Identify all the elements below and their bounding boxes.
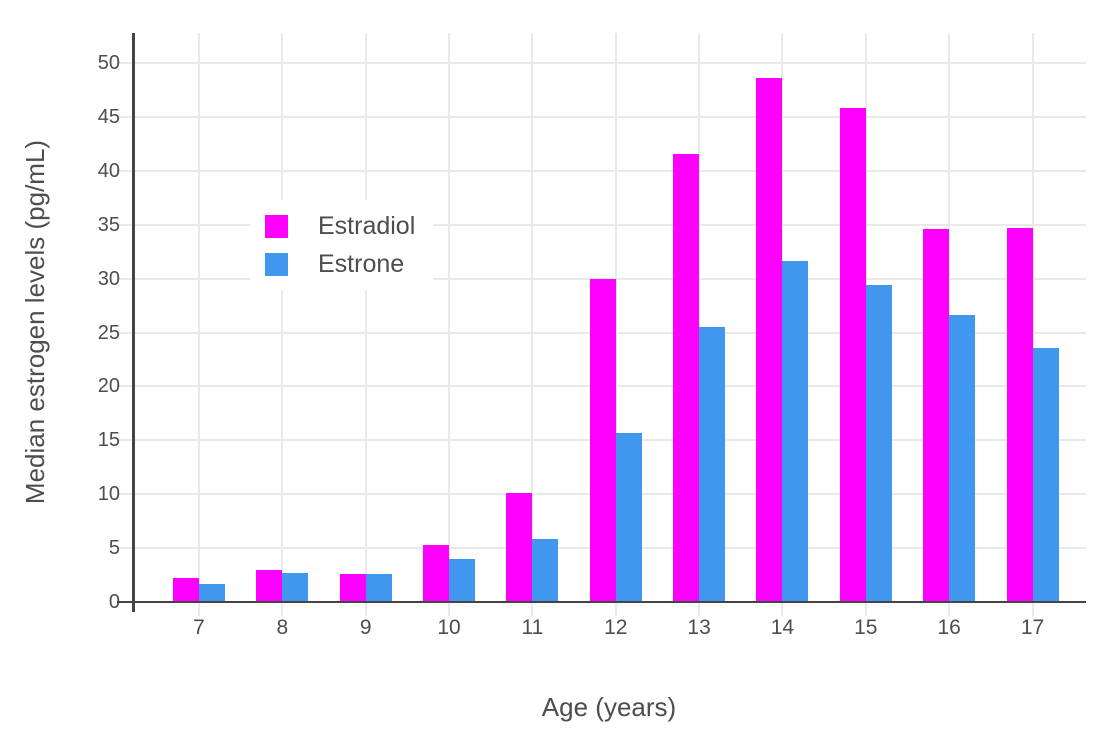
legend-swatch-estrone-icon xyxy=(265,252,288,276)
bar-estrone-age-14 xyxy=(782,261,809,602)
bar-estradiol-age-7 xyxy=(173,578,199,602)
bar-estrone-age-12 xyxy=(615,432,642,602)
gridline-x-11 xyxy=(531,33,534,602)
y-tick-20 xyxy=(117,385,132,388)
bar-estradiol-age-16 xyxy=(923,229,950,602)
bar-estradiol-age-17 xyxy=(1006,227,1033,602)
legend-label-estradiol: Estradiol xyxy=(318,211,416,240)
x-tick-label-17: 17 xyxy=(1020,616,1045,639)
x-tick-17 xyxy=(1031,603,1034,616)
y-tick-label-20: 20 xyxy=(97,375,120,398)
x-tick-label-12: 12 xyxy=(604,616,628,639)
x-tick-label-9: 9 xyxy=(359,616,372,639)
y-tick-label-25: 25 xyxy=(97,321,120,344)
plot-area xyxy=(133,33,1086,602)
x-tick-9 xyxy=(364,603,367,616)
x-tick-label-16: 16 xyxy=(937,616,961,639)
x-tick-label-13: 13 xyxy=(687,616,711,639)
x-tick-label-11: 11 xyxy=(521,616,544,639)
y-tick-label-50: 50 xyxy=(97,52,120,74)
bar-estrone-age-15 xyxy=(865,285,892,602)
y-tick-45 xyxy=(117,115,132,118)
y-tick-10 xyxy=(117,493,132,496)
gridline-y-50 xyxy=(133,62,1086,64)
x-tick-14 xyxy=(781,603,784,616)
bar-estradiol-age-13 xyxy=(673,153,700,602)
x-tick-12 xyxy=(614,603,617,616)
bar-estrone-age-10 xyxy=(449,558,476,602)
bar-estrone-age-17 xyxy=(1032,347,1059,602)
y-axis-title: Median estrogen levels (pg/mL) xyxy=(20,139,50,505)
gridline-y-30 xyxy=(133,277,1086,280)
y-tick-label-45: 45 xyxy=(97,105,120,128)
legend-item-estrone[interactable]: Estrone xyxy=(265,245,415,283)
legend-item-estradiol[interactable]: Estradiol xyxy=(265,207,415,245)
gridline-x-8 xyxy=(281,33,284,602)
x-tick-7 xyxy=(198,603,200,616)
bar-estrone-age-16 xyxy=(949,315,976,602)
y-tick-35 xyxy=(117,223,132,226)
gridline-x-9 xyxy=(364,33,367,602)
y-tick-label-35: 35 xyxy=(97,213,120,236)
x-tick-16 xyxy=(948,603,951,616)
y-tick-label-0: 0 xyxy=(108,591,120,613)
gridline-x-17 xyxy=(1031,33,1034,602)
bar-estradiol-age-12 xyxy=(589,278,616,602)
bar-estrone-age-11 xyxy=(532,539,559,602)
y-axis-line xyxy=(132,33,135,612)
bar-estrone-age-13 xyxy=(699,327,726,602)
y-tick-50 xyxy=(117,62,132,64)
bar-estrone-age-7 xyxy=(199,583,225,602)
bar-estradiol-age-15 xyxy=(839,108,866,602)
y-tick-15 xyxy=(117,439,132,442)
bar-estradiol-age-14 xyxy=(756,78,783,602)
legend-label-estrone: Estrone xyxy=(318,249,405,278)
gridline-y-40 xyxy=(133,169,1086,172)
y-tick-label-15: 15 xyxy=(97,429,120,452)
x-tick-label-10: 10 xyxy=(437,616,461,639)
gridline-x-12 xyxy=(614,33,617,602)
y-tick-5 xyxy=(117,547,132,550)
gridline-x-13 xyxy=(698,33,701,602)
y-tick-25 xyxy=(117,331,132,334)
bar-estrone-age-8 xyxy=(282,572,309,602)
x-tick-label-15: 15 xyxy=(854,616,878,639)
legend: Estradiol Estrone xyxy=(250,200,434,290)
bar-estradiol-age-10 xyxy=(423,544,450,602)
gridline-y-35 xyxy=(133,223,1086,226)
legend-swatch-estradiol-icon xyxy=(265,214,288,238)
y-tick-label-10: 10 xyxy=(97,483,120,506)
x-tick-13 xyxy=(698,603,701,616)
x-tick-11 xyxy=(531,603,534,616)
gridline-y-45 xyxy=(133,115,1086,118)
x-tick-label-14: 14 xyxy=(770,616,795,639)
x-tick-label-7: 7 xyxy=(193,616,205,639)
x-tick-8 xyxy=(281,603,284,616)
x-tick-15 xyxy=(864,603,867,616)
y-tick-40 xyxy=(117,169,132,172)
x-axis-title: Age (years) xyxy=(541,692,677,722)
x-tick-label-8: 8 xyxy=(276,616,289,639)
x-tick-10 xyxy=(448,603,451,616)
y-tick-label-5: 5 xyxy=(108,537,120,560)
gridline-x-10 xyxy=(448,33,451,602)
bar-estrone-age-9 xyxy=(365,573,392,602)
bar-estradiol-age-11 xyxy=(506,493,533,602)
bar-estradiol-age-9 xyxy=(339,573,366,602)
y-tick-30 xyxy=(117,277,132,280)
y-tick-label-40: 40 xyxy=(97,159,120,182)
bar-estradiol-age-8 xyxy=(256,569,283,602)
y-tick-label-30: 30 xyxy=(97,267,120,290)
x-axis-line xyxy=(117,600,1086,603)
gridline-x-7 xyxy=(198,33,200,602)
